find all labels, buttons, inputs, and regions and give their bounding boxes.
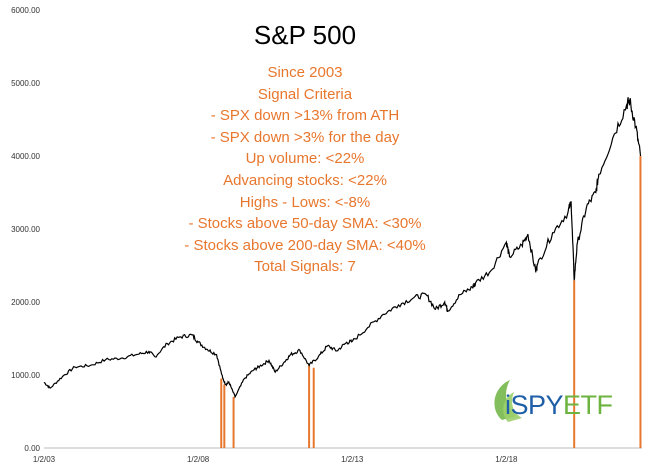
- ispyetf-logo-text: iSPYETF: [505, 390, 613, 421]
- y-tick-label: 2000.00: [11, 298, 40, 307]
- criteria-line: - Stocks above 200-day SMA: <40%: [184, 236, 426, 254]
- y-tick-label: 5000.00: [11, 79, 40, 88]
- logo-prefix: iSPY: [505, 390, 564, 420]
- criteria-line: - SPX down >3% for the day: [210, 128, 400, 146]
- x-tick-label: 1/2/18: [495, 455, 518, 464]
- signal-lines: [220, 156, 642, 448]
- criteria-line: Highs - Lows: <-8%: [239, 193, 371, 211]
- criteria-line: - SPX down >13% from ATH: [210, 107, 400, 125]
- spx-price-line: [43, 97, 642, 399]
- x-tick-label: 1/2/08: [187, 455, 210, 464]
- y-tick-label: 6000.00: [11, 6, 40, 15]
- x-tick-label: 1/2/03: [33, 455, 56, 464]
- criteria-line: Up volume: <22%: [245, 150, 365, 168]
- y-tick-label: 4000.00: [11, 152, 40, 161]
- y-axis-labels: 0.00 1000.00 2000.00 3000.00 4000.00 5000.00 6…: [11, 6, 40, 453]
- criteria-line: Since 2003: [267, 64, 343, 81]
- signal-criteria-box: Since 2003 Signal Criteria - SPX down >13%…: [90, 62, 520, 278]
- criteria-line: Advancing stocks: <22%: [223, 171, 387, 189]
- y-tick-label: 0.00: [24, 444, 40, 453]
- logo-suffix: ETF: [563, 390, 613, 420]
- x-tick-label: 1/2/13: [341, 455, 364, 464]
- ispyetf-logo-swirl: [494, 380, 522, 422]
- criteria-line: Signal Criteria: [257, 85, 353, 103]
- y-tick-label: 3000.00: [11, 225, 40, 234]
- criteria-line: Total Signals: 7: [254, 258, 356, 276]
- chart-title: S&P 500: [253, 20, 357, 50]
- x-axis-labels: 1/2/03 1/2/08 1/2/13 1/2/18: [33, 455, 518, 464]
- y-tick-label: 1000.00: [11, 371, 40, 380]
- criteria-line: - Stocks above 50-day SMA: <30%: [188, 215, 422, 233]
